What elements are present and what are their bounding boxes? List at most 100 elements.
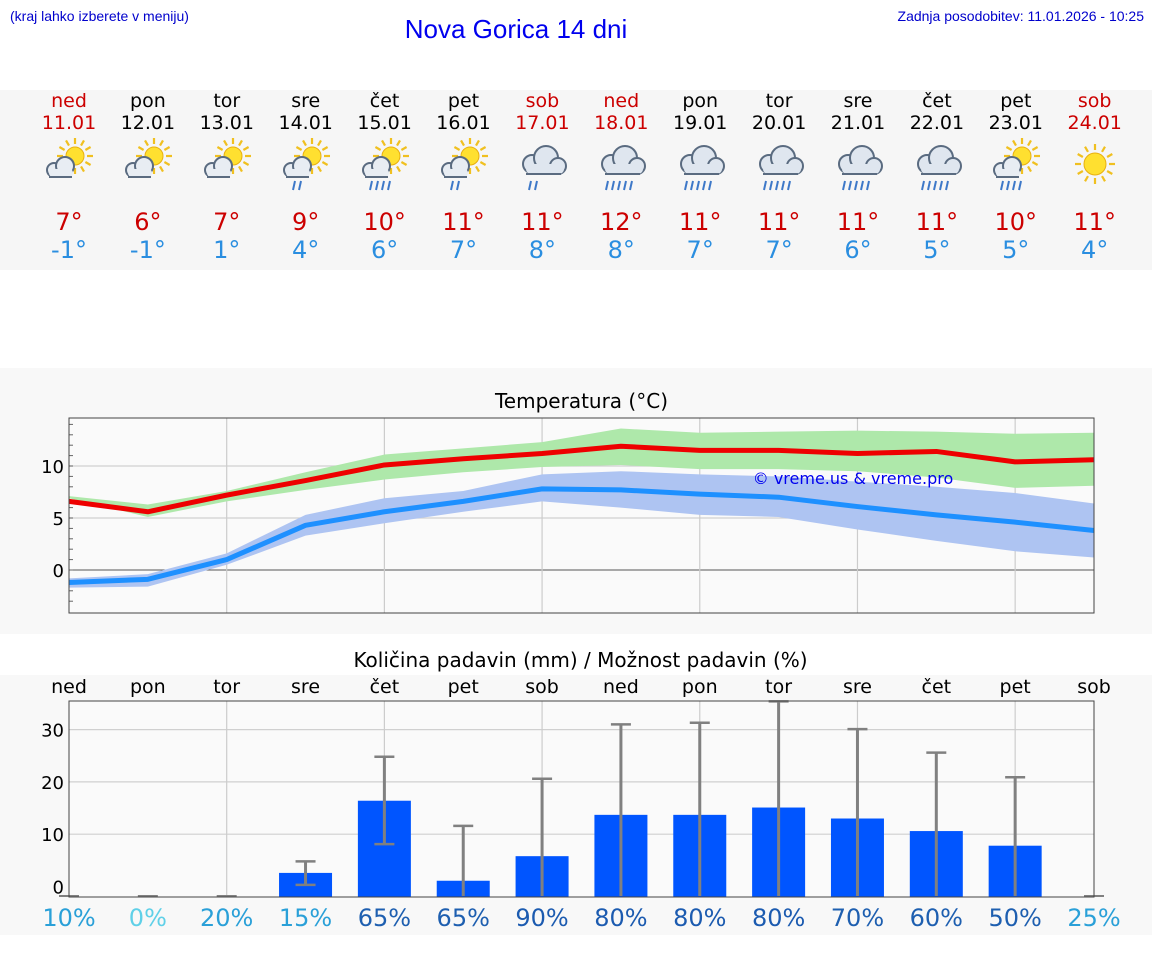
- day-column: pet 23.01 10° 5°: [971, 90, 1061, 264]
- day-name: tor: [213, 90, 241, 112]
- precip-probability: 15%: [279, 904, 332, 932]
- day-date: 14.01: [278, 112, 333, 134]
- precip-probability: 80%: [673, 904, 726, 932]
- day-name: čet: [369, 90, 400, 112]
- day-column: pet 16.01 11° 7°: [419, 90, 509, 264]
- temp-max: 11°: [836, 208, 880, 236]
- day-column: čet 22.01 11° 5°: [892, 90, 982, 264]
- day-name: sre: [843, 90, 873, 112]
- temp-max: 10°: [994, 208, 1038, 236]
- day-column: sre 14.01 9° 4°: [261, 90, 351, 264]
- temp-min: 7°: [765, 236, 793, 264]
- day-date: 19.01: [672, 112, 728, 134]
- temp-min: -1°: [51, 236, 87, 264]
- temp-min: 4°: [292, 236, 320, 264]
- x-tick-label: sre: [291, 676, 320, 698]
- y-tick-label: 0: [53, 878, 64, 899]
- y-tick-label: 30: [41, 721, 64, 742]
- day-date: 20.01: [751, 112, 807, 134]
- watermark: © vreme.us & vreme.pro: [753, 469, 954, 488]
- sun-cloud-light-rain-icon: [440, 138, 488, 191]
- temp-max: 6°: [134, 208, 162, 236]
- x-tick-label: tor: [765, 676, 792, 698]
- day-date: 21.01: [830, 112, 886, 134]
- precip-probability: 10%: [42, 904, 95, 932]
- y-tick-label: 20: [41, 773, 64, 794]
- temp-min: 7°: [449, 236, 478, 264]
- precip-probability: 25%: [1067, 904, 1120, 932]
- day-name: ned: [603, 90, 640, 112]
- day-column: tor 20.01 11° 7°: [734, 90, 824, 264]
- location-hint: (kraj lahko izberete v meniju): [10, 8, 189, 24]
- precip-probability: 80%: [594, 904, 647, 932]
- temp-max: 11°: [442, 208, 485, 236]
- sun-icon: [1074, 144, 1115, 184]
- x-tick-label: sob: [525, 676, 559, 698]
- x-tick-label: sob: [1077, 676, 1111, 698]
- temp-max: 12°: [600, 208, 643, 236]
- temp-max: 7°: [55, 208, 83, 236]
- cloud-rain-icon: [916, 145, 962, 191]
- x-tick-label: pet: [448, 676, 479, 698]
- temp-max: 9°: [292, 208, 320, 236]
- page-title: Nova Gorica 14 dni: [404, 14, 628, 44]
- sun-cloud-rain-icon: [361, 138, 409, 191]
- day-date: 22.01: [909, 112, 965, 134]
- chart-title: Temperatura (°C): [494, 389, 668, 413]
- day-date: 13.01: [199, 112, 254, 134]
- x-tick-label: ned: [603, 676, 639, 698]
- temp-max: 11°: [915, 208, 959, 236]
- day-column: sob 17.01 11° 8°: [497, 90, 587, 264]
- temp-min: 8°: [607, 236, 635, 264]
- day-column: sob 24.01 11° 4°: [1050, 90, 1140, 264]
- temp-min: 4°: [1081, 236, 1109, 264]
- precipitation-chart: Količina padavin (mm) / Možnost padavin …: [41, 648, 1121, 932]
- y-tick-label: 10: [41, 457, 64, 478]
- sun-cloud-rain-icon: [992, 138, 1040, 191]
- tmin-line: [68, 486, 1095, 585]
- cloud-light-rain-icon: [522, 145, 568, 191]
- precip-probability: 20%: [200, 904, 253, 932]
- tmin-range-band: [69, 471, 1094, 588]
- cloud-rain-icon: [601, 145, 647, 191]
- temp-max: 11°: [1073, 208, 1116, 236]
- precip-probability: 0%: [129, 904, 167, 932]
- day-name: ned: [51, 90, 87, 112]
- chart-title: Količina padavin (mm) / Možnost padavin …: [353, 648, 807, 672]
- day-date: 16.01: [436, 112, 491, 134]
- precip-probability: 65%: [358, 904, 411, 932]
- temp-min: 8°: [528, 236, 557, 264]
- x-tick-label: čet: [370, 676, 400, 698]
- day-date: 23.01: [988, 112, 1043, 134]
- day-date: 15.01: [357, 112, 412, 134]
- last-updated: Zadnja posodobitev: 11.01.2026 - 10:25: [897, 8, 1144, 24]
- day-name: sob: [525, 90, 560, 112]
- day-name: pon: [130, 90, 166, 112]
- temp-max: 11°: [757, 208, 801, 236]
- precip-probability: 50%: [988, 904, 1041, 932]
- day-column: pon 19.01 11° 7°: [655, 90, 745, 264]
- temp-min: 7°: [686, 236, 714, 264]
- cloud-rain-icon: [680, 145, 726, 191]
- temp-min: 6°: [844, 236, 872, 264]
- day-name: sob: [1077, 90, 1112, 112]
- day-date: 11.01: [41, 112, 97, 134]
- x-tick-label: sre: [843, 676, 872, 698]
- y-tick-label: 5: [53, 509, 64, 530]
- temp-max: 11°: [678, 208, 722, 236]
- partly-cloudy-sun-icon: [203, 138, 251, 178]
- day-column: sre 21.01 11° 6°: [813, 90, 903, 264]
- temp-min: 5°: [923, 236, 951, 264]
- temp-min: 5°: [1002, 236, 1030, 264]
- daily-forecast-strip: ned 11.01 7° -1° pon 12.01 6° -1° tor 13.01 7° 1° sr…: [0, 90, 1152, 270]
- precip-probability: 80%: [752, 904, 805, 932]
- x-tick-label: tor: [213, 676, 240, 698]
- plot-frame: [68, 417, 1095, 614]
- temp-min: 6°: [370, 236, 399, 264]
- y-tick-label: 10: [41, 825, 64, 846]
- day-date: 18.01: [594, 112, 649, 134]
- day-name: čet: [922, 90, 952, 112]
- temp-max: 7°: [213, 208, 241, 236]
- day-name: tor: [765, 90, 793, 112]
